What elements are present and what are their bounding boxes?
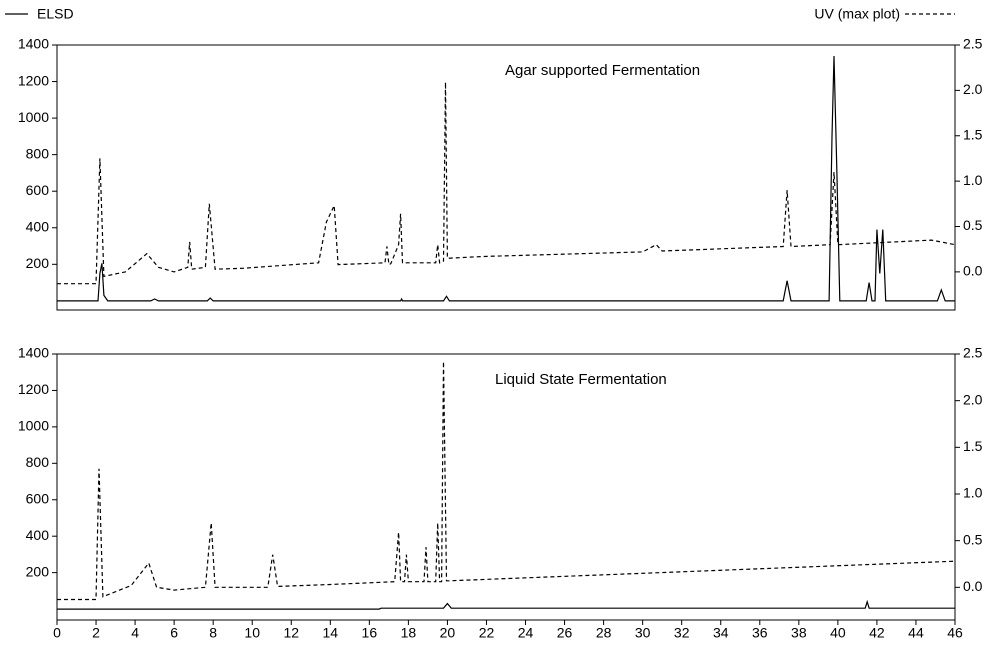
- y-tick-label: 1000: [18, 109, 49, 125]
- x-tick-label: 2: [92, 625, 100, 641]
- y2-tick-label: 0.0: [963, 578, 983, 594]
- y-tick-label: 1200: [18, 381, 49, 397]
- y-tick-label: 1400: [18, 36, 49, 52]
- y-tick-label: 400: [26, 218, 50, 234]
- x-tick-label: 20: [440, 625, 456, 641]
- y2-tick-label: 2.5: [963, 36, 983, 52]
- y-tick-label: 200: [26, 255, 50, 271]
- plot-frame: [56, 353, 956, 621]
- x-tick-label: 22: [479, 625, 495, 641]
- x-tick-label: 38: [791, 625, 807, 641]
- panel-title: Agar supported Fermentation: [505, 62, 700, 79]
- y2-tick-label: 1.0: [963, 172, 983, 188]
- y-tick-label: 1000: [18, 418, 49, 434]
- x-tick-label: 30: [635, 625, 651, 641]
- y2-tick-label: 1.0: [963, 485, 983, 501]
- series-line: [57, 361, 956, 601]
- y2-tick-label: 2.5: [963, 345, 983, 361]
- x-tick-label: 12: [283, 625, 299, 641]
- y-tick-label: 400: [26, 527, 50, 543]
- x-tick-label: 16: [362, 625, 378, 641]
- y2-tick-label: 2.0: [963, 81, 983, 97]
- x-tick-label: 4: [131, 625, 139, 641]
- x-tick-label: 26: [557, 625, 573, 641]
- panel-title: Liquid State Fermentation: [495, 371, 667, 388]
- x-tick-label: 10: [244, 625, 260, 641]
- series-line: [57, 82, 956, 285]
- legend-label: UV (max plot): [814, 6, 900, 22]
- plot-frame: [56, 44, 956, 311]
- y-tick-label: 600: [26, 490, 50, 506]
- x-tick-label: 18: [401, 625, 417, 641]
- y2-tick-label: 0.0: [963, 263, 983, 279]
- x-tick-label: 8: [209, 625, 217, 641]
- x-tick-label: 6: [170, 625, 178, 641]
- y-tick-label: 1400: [18, 345, 49, 361]
- x-tick-label: 28: [596, 625, 612, 641]
- x-tick-label: 40: [830, 625, 846, 641]
- x-tick-label: 14: [323, 625, 339, 641]
- x-tick-label: 0: [53, 625, 61, 641]
- x-tick-label: 42: [869, 625, 885, 641]
- y2-tick-label: 0.5: [963, 217, 983, 233]
- series-line: [57, 599, 955, 610]
- y-tick-label: 600: [26, 182, 50, 198]
- series-line: [57, 55, 955, 302]
- y-tick-label: 1200: [18, 72, 49, 88]
- x-tick-label: 34: [713, 625, 729, 641]
- x-tick-label: 36: [752, 625, 768, 641]
- y-tick-label: 200: [26, 563, 50, 579]
- x-tick-label: 44: [908, 625, 924, 641]
- x-tick-label: 32: [674, 625, 690, 641]
- y-tick-label: 800: [26, 454, 50, 470]
- y2-tick-label: 0.5: [963, 531, 983, 547]
- x-tick-label: 46: [947, 625, 963, 641]
- y-tick-label: 800: [26, 145, 50, 161]
- y2-tick-label: 1.5: [963, 438, 983, 454]
- y2-tick-label: 1.5: [963, 126, 983, 142]
- x-tick-label: 24: [518, 625, 534, 641]
- y2-tick-label: 2.0: [963, 391, 983, 407]
- legend-label: ELSD: [37, 6, 74, 22]
